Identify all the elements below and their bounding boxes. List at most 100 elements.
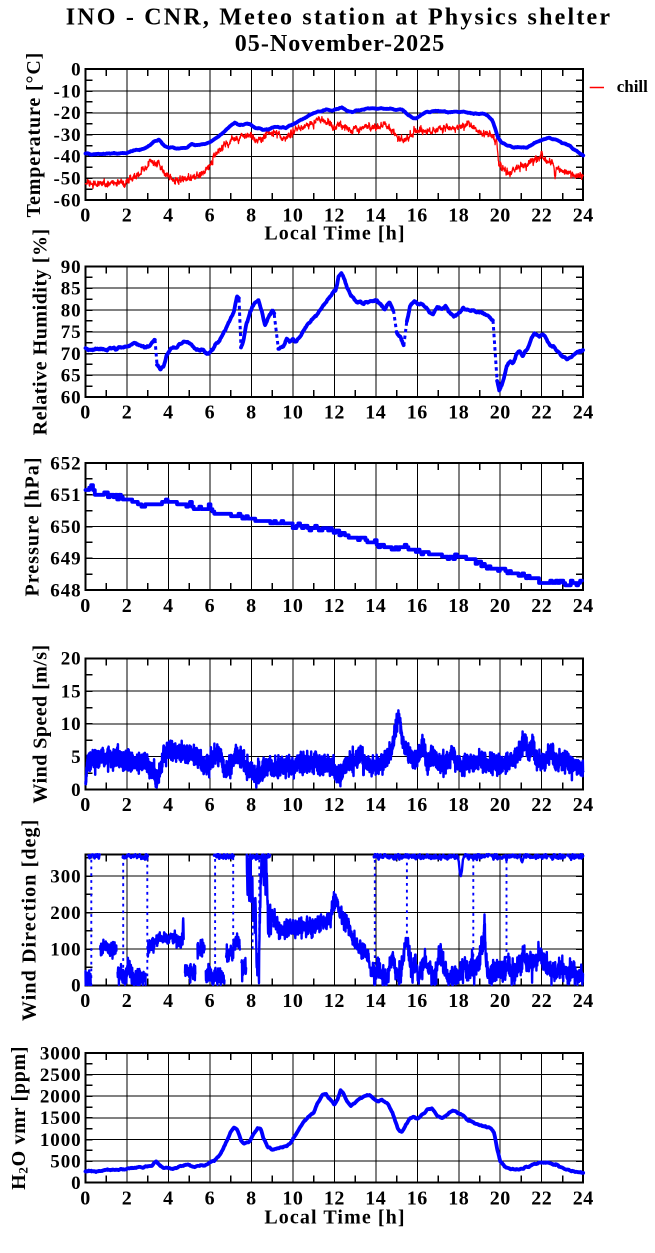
svg-text:3000: 3000: [40, 1043, 82, 1064]
svg-text:10: 10: [282, 595, 303, 617]
svg-text:8: 8: [246, 990, 257, 1012]
svg-text:8: 8: [246, 402, 257, 424]
svg-text:70: 70: [61, 344, 82, 365]
svg-text:Pressure [hPa]: Pressure [hPa]: [21, 456, 43, 596]
svg-text:24: 24: [573, 1187, 594, 1209]
svg-text:10: 10: [282, 1187, 303, 1209]
svg-text:10: 10: [282, 402, 303, 424]
svg-text:2: 2: [122, 794, 133, 816]
svg-text:652: 652: [50, 453, 81, 474]
svg-text:4: 4: [163, 205, 174, 227]
svg-text:10: 10: [282, 990, 303, 1012]
svg-text:22: 22: [531, 794, 552, 816]
svg-text:1000: 1000: [40, 1130, 82, 1151]
svg-text:60: 60: [61, 387, 82, 408]
svg-text:2000: 2000: [40, 1087, 82, 1108]
svg-text:20: 20: [490, 1187, 511, 1209]
svg-text:12: 12: [324, 990, 345, 1012]
svg-text:14: 14: [365, 990, 386, 1012]
svg-text:16: 16: [407, 595, 428, 617]
svg-text:18: 18: [448, 402, 469, 424]
svg-text:14: 14: [365, 402, 386, 424]
svg-text:0: 0: [71, 780, 81, 801]
svg-text:-20: -20: [53, 103, 81, 124]
svg-text:20: 20: [490, 595, 511, 617]
svg-text:16: 16: [407, 402, 428, 424]
svg-text:4: 4: [163, 990, 174, 1012]
svg-text:90: 90: [61, 257, 82, 278]
svg-text:22: 22: [531, 595, 552, 617]
svg-text:6: 6: [205, 1187, 216, 1209]
svg-text:24: 24: [573, 402, 594, 424]
svg-text:14: 14: [365, 595, 386, 617]
svg-text:18: 18: [448, 794, 469, 816]
svg-text:-40: -40: [53, 147, 81, 168]
svg-text:6: 6: [205, 402, 216, 424]
svg-text:16: 16: [407, 205, 428, 227]
svg-text:14: 14: [365, 794, 386, 816]
svg-text:85: 85: [61, 279, 82, 300]
svg-text:16: 16: [407, 794, 428, 816]
svg-text:Relative Humidity [%]: Relative Humidity [%]: [29, 228, 51, 435]
svg-text:18: 18: [448, 990, 469, 1012]
svg-text:4: 4: [163, 1187, 174, 1209]
svg-text:-60: -60: [53, 190, 81, 211]
svg-text:12: 12: [324, 205, 345, 227]
svg-text:2: 2: [122, 595, 133, 617]
svg-text:20: 20: [490, 402, 511, 424]
svg-text:22: 22: [531, 402, 552, 424]
svg-text:15: 15: [61, 681, 82, 702]
svg-text:6: 6: [205, 595, 216, 617]
svg-text:650: 650: [50, 517, 81, 538]
svg-text:18: 18: [448, 1187, 469, 1209]
svg-text:10: 10: [282, 794, 303, 816]
svg-text:20: 20: [61, 649, 82, 670]
svg-text:INO - CNR, Meteo station at Ph: INO - CNR, Meteo station at Physics shel…: [66, 5, 613, 31]
svg-text:649: 649: [50, 549, 81, 570]
svg-text:75: 75: [61, 322, 82, 343]
svg-text:0: 0: [80, 402, 91, 424]
svg-text:0: 0: [80, 990, 91, 1012]
svg-text:20: 20: [490, 205, 511, 227]
svg-text:24: 24: [573, 205, 594, 227]
svg-text:0: 0: [80, 1187, 91, 1209]
svg-text:8: 8: [246, 205, 257, 227]
svg-text:10: 10: [61, 714, 82, 735]
svg-text:16: 16: [407, 1187, 428, 1209]
svg-text:18: 18: [448, 595, 469, 617]
svg-text:24: 24: [573, 990, 594, 1012]
svg-text:-50: -50: [53, 169, 81, 190]
svg-text:2500: 2500: [40, 1065, 82, 1086]
svg-text:-30: -30: [53, 125, 81, 146]
svg-text:4: 4: [163, 402, 174, 424]
svg-text:14: 14: [365, 205, 386, 227]
svg-text:6: 6: [205, 205, 216, 227]
svg-text:12: 12: [324, 794, 345, 816]
svg-text:500: 500: [50, 1151, 81, 1172]
svg-text:2: 2: [122, 1187, 133, 1209]
svg-text:05-November-2025: 05-November-2025: [235, 31, 446, 57]
svg-text:8: 8: [246, 595, 257, 617]
svg-text:24: 24: [573, 595, 594, 617]
svg-text:chill: chill: [617, 77, 648, 96]
svg-text:0: 0: [80, 595, 91, 617]
svg-text:0: 0: [80, 205, 91, 227]
svg-text:-10: -10: [53, 81, 81, 102]
svg-text:H2O vmr [ppm]: H2O vmr [ppm]: [8, 1046, 30, 1190]
svg-text:6: 6: [205, 990, 216, 1012]
svg-text:0: 0: [71, 976, 81, 997]
svg-text:8: 8: [246, 1187, 257, 1209]
svg-text:4: 4: [163, 794, 174, 816]
svg-text:Local Time [h]: Local Time [h]: [264, 223, 405, 245]
svg-text:24: 24: [573, 794, 594, 816]
svg-text:65: 65: [61, 366, 82, 387]
svg-text:1500: 1500: [40, 1108, 82, 1129]
svg-text:8: 8: [246, 794, 257, 816]
svg-text:12: 12: [324, 595, 345, 617]
svg-text:0: 0: [71, 1173, 81, 1194]
svg-text:300: 300: [50, 866, 81, 887]
svg-text:22: 22: [531, 1187, 552, 1209]
svg-text:2: 2: [122, 402, 133, 424]
svg-text:Wind Speed [m/s]: Wind Speed [m/s]: [30, 644, 52, 803]
svg-text:2: 2: [122, 205, 133, 227]
